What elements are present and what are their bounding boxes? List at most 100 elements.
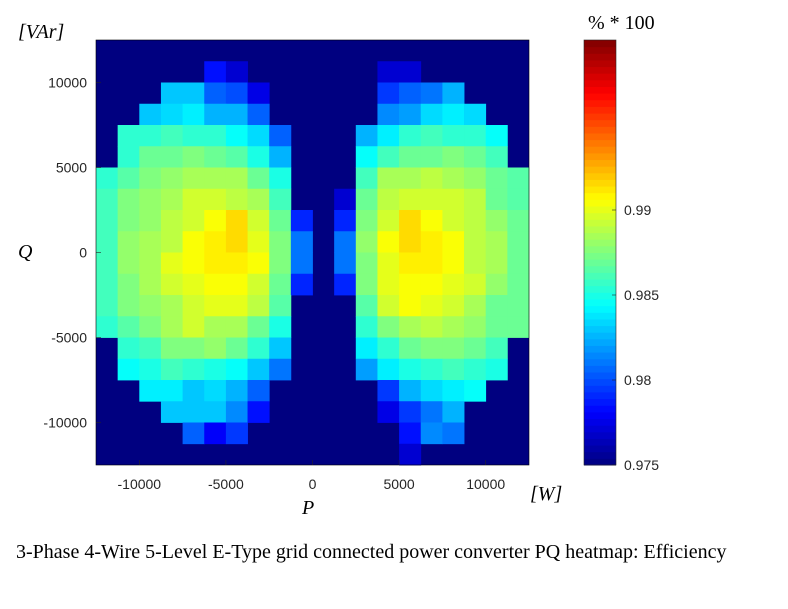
heatmap-cell xyxy=(485,273,508,296)
heatmap-cell xyxy=(160,103,183,126)
heatmap-cell xyxy=(204,422,227,445)
colorbar-swatch xyxy=(584,106,616,114)
heatmap-cell xyxy=(399,125,422,147)
heatmap-cell xyxy=(182,422,205,445)
heatmap-cell xyxy=(377,188,400,211)
heatmap-cell xyxy=(442,380,465,402)
colorbar-swatch xyxy=(584,146,616,154)
heatmap-cell xyxy=(420,188,443,211)
heatmap-cell xyxy=(204,188,227,211)
heatmap-cell xyxy=(247,252,270,275)
heatmap-cell xyxy=(117,316,140,338)
heatmap-cell xyxy=(225,61,248,83)
heatmap-cell xyxy=(269,337,292,360)
heatmap-plot-area xyxy=(96,40,530,466)
heatmap-cell xyxy=(442,188,465,211)
colorbar-swatch xyxy=(584,405,616,413)
heatmap-cell xyxy=(204,231,227,253)
heatmap-cell xyxy=(182,295,205,317)
heatmap-cell xyxy=(160,380,183,402)
colorbar-swatch xyxy=(584,66,616,74)
heatmap-cell xyxy=(290,273,313,296)
heatmap-cell xyxy=(182,210,205,232)
colorbar-swatch xyxy=(584,113,616,121)
heatmap-cell xyxy=(355,210,378,232)
heatmap-cell xyxy=(247,401,270,423)
heatmap-cell xyxy=(247,103,270,126)
colorbar-swatch xyxy=(584,305,616,313)
heatmap-cell xyxy=(507,273,530,296)
heatmap-cell xyxy=(225,316,248,338)
colorbar-swatch xyxy=(584,206,616,214)
heatmap-cell xyxy=(399,295,422,317)
heatmap-cell xyxy=(355,231,378,253)
heatmap-cell xyxy=(182,358,205,381)
heatmap-cell xyxy=(247,188,270,211)
heatmap-cell xyxy=(377,210,400,232)
heatmap-cell xyxy=(247,295,270,317)
heatmap-cell xyxy=(507,252,530,275)
heatmap-cell xyxy=(225,358,248,381)
heatmap-cell xyxy=(420,337,443,360)
colorbar-swatch xyxy=(584,445,616,453)
heatmap-cell xyxy=(399,103,422,126)
colorbar-label: % * 100 xyxy=(588,12,655,34)
heatmap-cell xyxy=(225,210,248,232)
heatmap-cell xyxy=(225,125,248,147)
colorbar-swatch xyxy=(584,418,616,426)
heatmap-cell xyxy=(399,167,422,190)
colorbar-swatch xyxy=(584,79,616,87)
heatmap-cell xyxy=(377,146,400,168)
heatmap-cell xyxy=(160,358,183,381)
heatmap-cell xyxy=(334,252,357,275)
heatmap-cell xyxy=(117,337,140,360)
colorbar-swatch xyxy=(584,272,616,280)
heatmap-cell xyxy=(204,273,227,296)
heatmap-cell xyxy=(160,295,183,317)
heatmap-cell xyxy=(225,82,248,105)
figure-caption: 3-Phase 4-Wire 5-Level E-Type grid conne… xyxy=(16,541,727,563)
colorbar-swatch xyxy=(584,259,616,267)
colorbar-swatch xyxy=(584,338,616,346)
colorbar-swatch xyxy=(584,232,616,240)
colorbar-swatch xyxy=(584,245,616,253)
heatmap-cell xyxy=(420,210,443,232)
heatmap-cell xyxy=(225,273,248,296)
heatmap-cell xyxy=(377,231,400,253)
heatmap-cell xyxy=(117,167,140,190)
x-axis-ticks: -10000 -5000 0 5000 10000 xyxy=(118,460,505,492)
heatmap-cell xyxy=(269,125,292,147)
heatmap-cell xyxy=(377,125,400,147)
heatmap-cell xyxy=(182,380,205,402)
heatmap-cell xyxy=(204,125,227,147)
heatmap-cell xyxy=(225,146,248,168)
heatmap-cell xyxy=(334,273,357,296)
colorbar-tick-label: 0.98 xyxy=(624,372,651,388)
colorbar-swatch xyxy=(584,239,616,247)
heatmap-cell xyxy=(160,188,183,211)
colorbar-swatch xyxy=(584,345,616,353)
heatmap-cell xyxy=(204,295,227,317)
heatmap-cell xyxy=(507,210,530,232)
heatmap-cell xyxy=(139,337,162,360)
heatmap-cell xyxy=(507,295,530,317)
heatmap-cell xyxy=(225,231,248,253)
heatmap-cell xyxy=(269,231,292,253)
colorbar-swatch xyxy=(584,325,616,333)
colorbar-swatch xyxy=(584,192,616,200)
heatmap-cell xyxy=(377,167,400,190)
heatmap-cell xyxy=(160,167,183,190)
heatmap-cell xyxy=(399,252,422,275)
heatmap-cell xyxy=(182,273,205,296)
heatmap-cell xyxy=(247,316,270,338)
heatmap-cell xyxy=(399,146,422,168)
heatmap-cell xyxy=(204,103,227,126)
heatmap-cell xyxy=(420,422,443,445)
y-tick-label: 0 xyxy=(79,245,87,261)
colorbar-swatch xyxy=(584,126,616,134)
heatmap-cell xyxy=(269,358,292,381)
heatmap-cell xyxy=(464,188,487,211)
heatmap-cell xyxy=(442,231,465,253)
heatmap-cell xyxy=(182,316,205,338)
colorbar xyxy=(583,39,617,466)
